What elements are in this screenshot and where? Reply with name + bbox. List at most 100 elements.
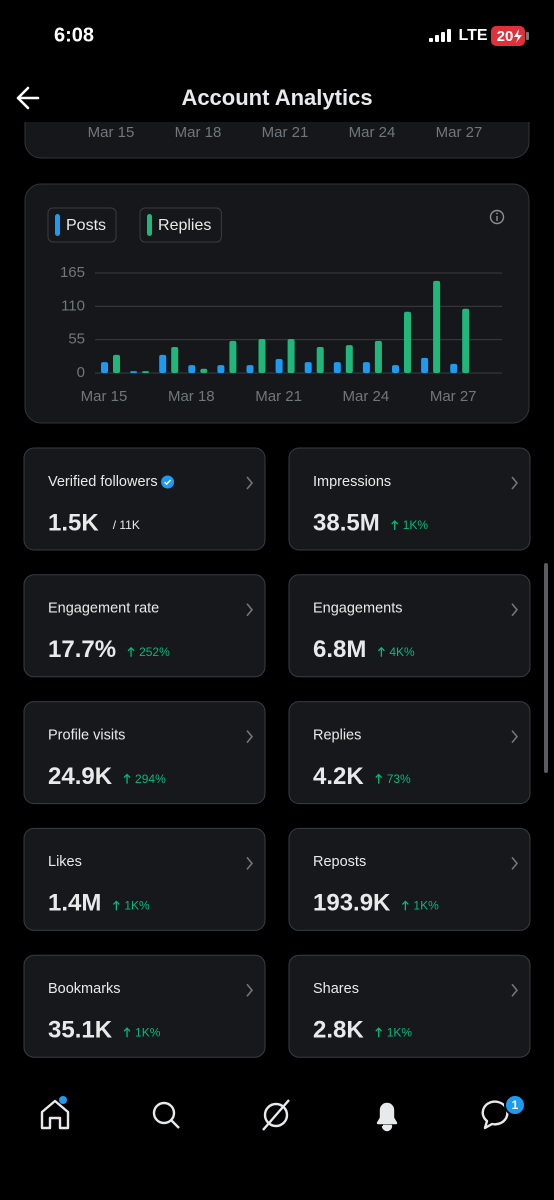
metric-card[interactable]: Replies 4.2K 73% xyxy=(288,701,531,805)
metric-value: 24.9K xyxy=(48,763,113,790)
home-tab[interactable] xyxy=(40,1099,70,1130)
bar xyxy=(433,280,441,373)
metric-label: Impressions xyxy=(313,474,391,490)
bar xyxy=(450,363,458,373)
card-bg xyxy=(23,827,266,931)
metric-label: Engagements xyxy=(313,601,402,617)
card-bg xyxy=(288,701,531,805)
up-arrow xyxy=(375,1027,383,1038)
bar xyxy=(130,371,138,373)
verified-check xyxy=(164,479,172,486)
metric-value: 6.8M xyxy=(313,636,366,663)
messages-badge xyxy=(504,1094,526,1116)
chevron xyxy=(511,856,519,870)
signal-icon xyxy=(429,29,451,42)
up-arrow xyxy=(377,646,385,657)
top-card-date: Mar 27 xyxy=(436,124,483,141)
metric-label: Bookmarks xyxy=(48,981,121,997)
metric-change: 1K% xyxy=(413,899,439,913)
metric-label: Verified followers xyxy=(48,474,158,490)
metric-value: 4.2K xyxy=(313,763,364,790)
bar xyxy=(345,345,353,373)
chevron xyxy=(246,730,254,744)
metric-value: 1.5K xyxy=(48,509,99,536)
legend-button xyxy=(139,207,222,243)
bar xyxy=(142,371,150,373)
bar xyxy=(304,362,312,373)
metric-change: 294% xyxy=(135,772,166,786)
bar xyxy=(246,365,254,373)
card-bg xyxy=(23,574,266,678)
metric-card[interactable]: Reposts 193.9K 1K% xyxy=(288,827,531,931)
legend-item[interactable]: Replies xyxy=(139,207,222,243)
bar xyxy=(101,362,108,373)
page-title-overlay: Account Analytics xyxy=(181,85,372,110)
legend-item[interactable]: Posts xyxy=(47,207,117,243)
header-bg xyxy=(0,80,554,116)
up-arrow xyxy=(375,773,383,784)
chevron xyxy=(246,856,254,870)
up-arrow xyxy=(401,900,409,911)
info-icon[interactable] xyxy=(489,209,505,225)
bar xyxy=(316,346,324,373)
top-card-date: Mar 18 xyxy=(175,124,222,141)
card-bg xyxy=(288,827,531,931)
metric-card[interactable]: Shares 2.8K 1K% xyxy=(288,954,531,1058)
bar xyxy=(188,365,196,373)
metric-value: 35.1K xyxy=(48,1017,113,1044)
up-arrow xyxy=(391,520,399,530)
metric-change: 73% xyxy=(387,772,411,786)
metric-card[interactable]: Bookmarks 35.1K 1K% xyxy=(23,954,266,1058)
scrollbar xyxy=(544,563,548,773)
top-card-date: Mar 15 xyxy=(88,124,135,141)
notifications-tab[interactable] xyxy=(376,1102,398,1125)
metric-card[interactable]: Verified followers 1.5K / 11K xyxy=(23,447,266,551)
top-card-labels: Mar 15 Mar 18 Mar 21 Mar 24 Mar 27 xyxy=(88,124,483,141)
bar xyxy=(362,362,370,373)
metric-card[interactable]: Engagements 6.8M 4K% xyxy=(288,574,531,678)
y-tick-label: 55 xyxy=(68,331,85,348)
chart: 0 55 110 165 Mar 15 Mar 18 Mar 21 Mar 24 Mar 27 xyxy=(60,264,502,405)
search-tab[interactable] xyxy=(152,1101,180,1129)
bar xyxy=(113,354,120,373)
x-tick-label: Mar 24 xyxy=(343,388,390,405)
y-tick-label: 110 xyxy=(61,297,85,314)
metric-card[interactable]: Likes 1.4M 1K% xyxy=(23,827,266,931)
legend-swatch xyxy=(55,214,60,236)
bar xyxy=(275,359,283,373)
up-arrow xyxy=(127,646,135,657)
y-tick-label: 165 xyxy=(60,264,85,281)
back-button-overlay[interactable] xyxy=(16,86,40,110)
metric-label: Reposts xyxy=(313,854,366,870)
metric-change: 1K% xyxy=(124,899,150,913)
y-tick-label: 0 xyxy=(77,364,85,381)
chevron xyxy=(246,603,254,617)
bar xyxy=(229,340,237,373)
grok-tab[interactable] xyxy=(262,1099,290,1131)
messages-badge-count: 1 xyxy=(512,1098,519,1112)
chevron xyxy=(511,603,519,617)
card-bg xyxy=(23,954,266,1058)
card-bg xyxy=(23,447,266,551)
bar xyxy=(287,339,295,373)
metric-card[interactable]: Impressions 38.5M 1K% xyxy=(288,447,531,551)
bar xyxy=(404,311,411,373)
metric-cards: Verified followers 1.5K / 11K Impressions 38… xyxy=(23,447,531,1058)
metric-change: 1K% xyxy=(135,1025,161,1039)
bar xyxy=(421,357,429,373)
battery-level: 20 xyxy=(497,28,514,45)
x-tick-label: Mar 21 xyxy=(255,388,302,405)
bar xyxy=(374,340,382,373)
metric-card[interactable]: Engagement rate 17.7% 252% xyxy=(23,574,266,678)
bar xyxy=(171,346,179,373)
x-tick-label: Mar 18 xyxy=(168,388,215,405)
clip-band xyxy=(0,116,554,122)
top-card-date: Mar 21 xyxy=(262,124,309,141)
charging-icon xyxy=(514,29,522,43)
x-tick-label: Mar 15 xyxy=(81,388,128,405)
bar xyxy=(392,365,399,373)
home-dot xyxy=(59,1096,67,1104)
metric-card[interactable]: Profile visits 24.9K 294% xyxy=(23,701,266,805)
metric-value: 17.7% xyxy=(48,636,116,663)
